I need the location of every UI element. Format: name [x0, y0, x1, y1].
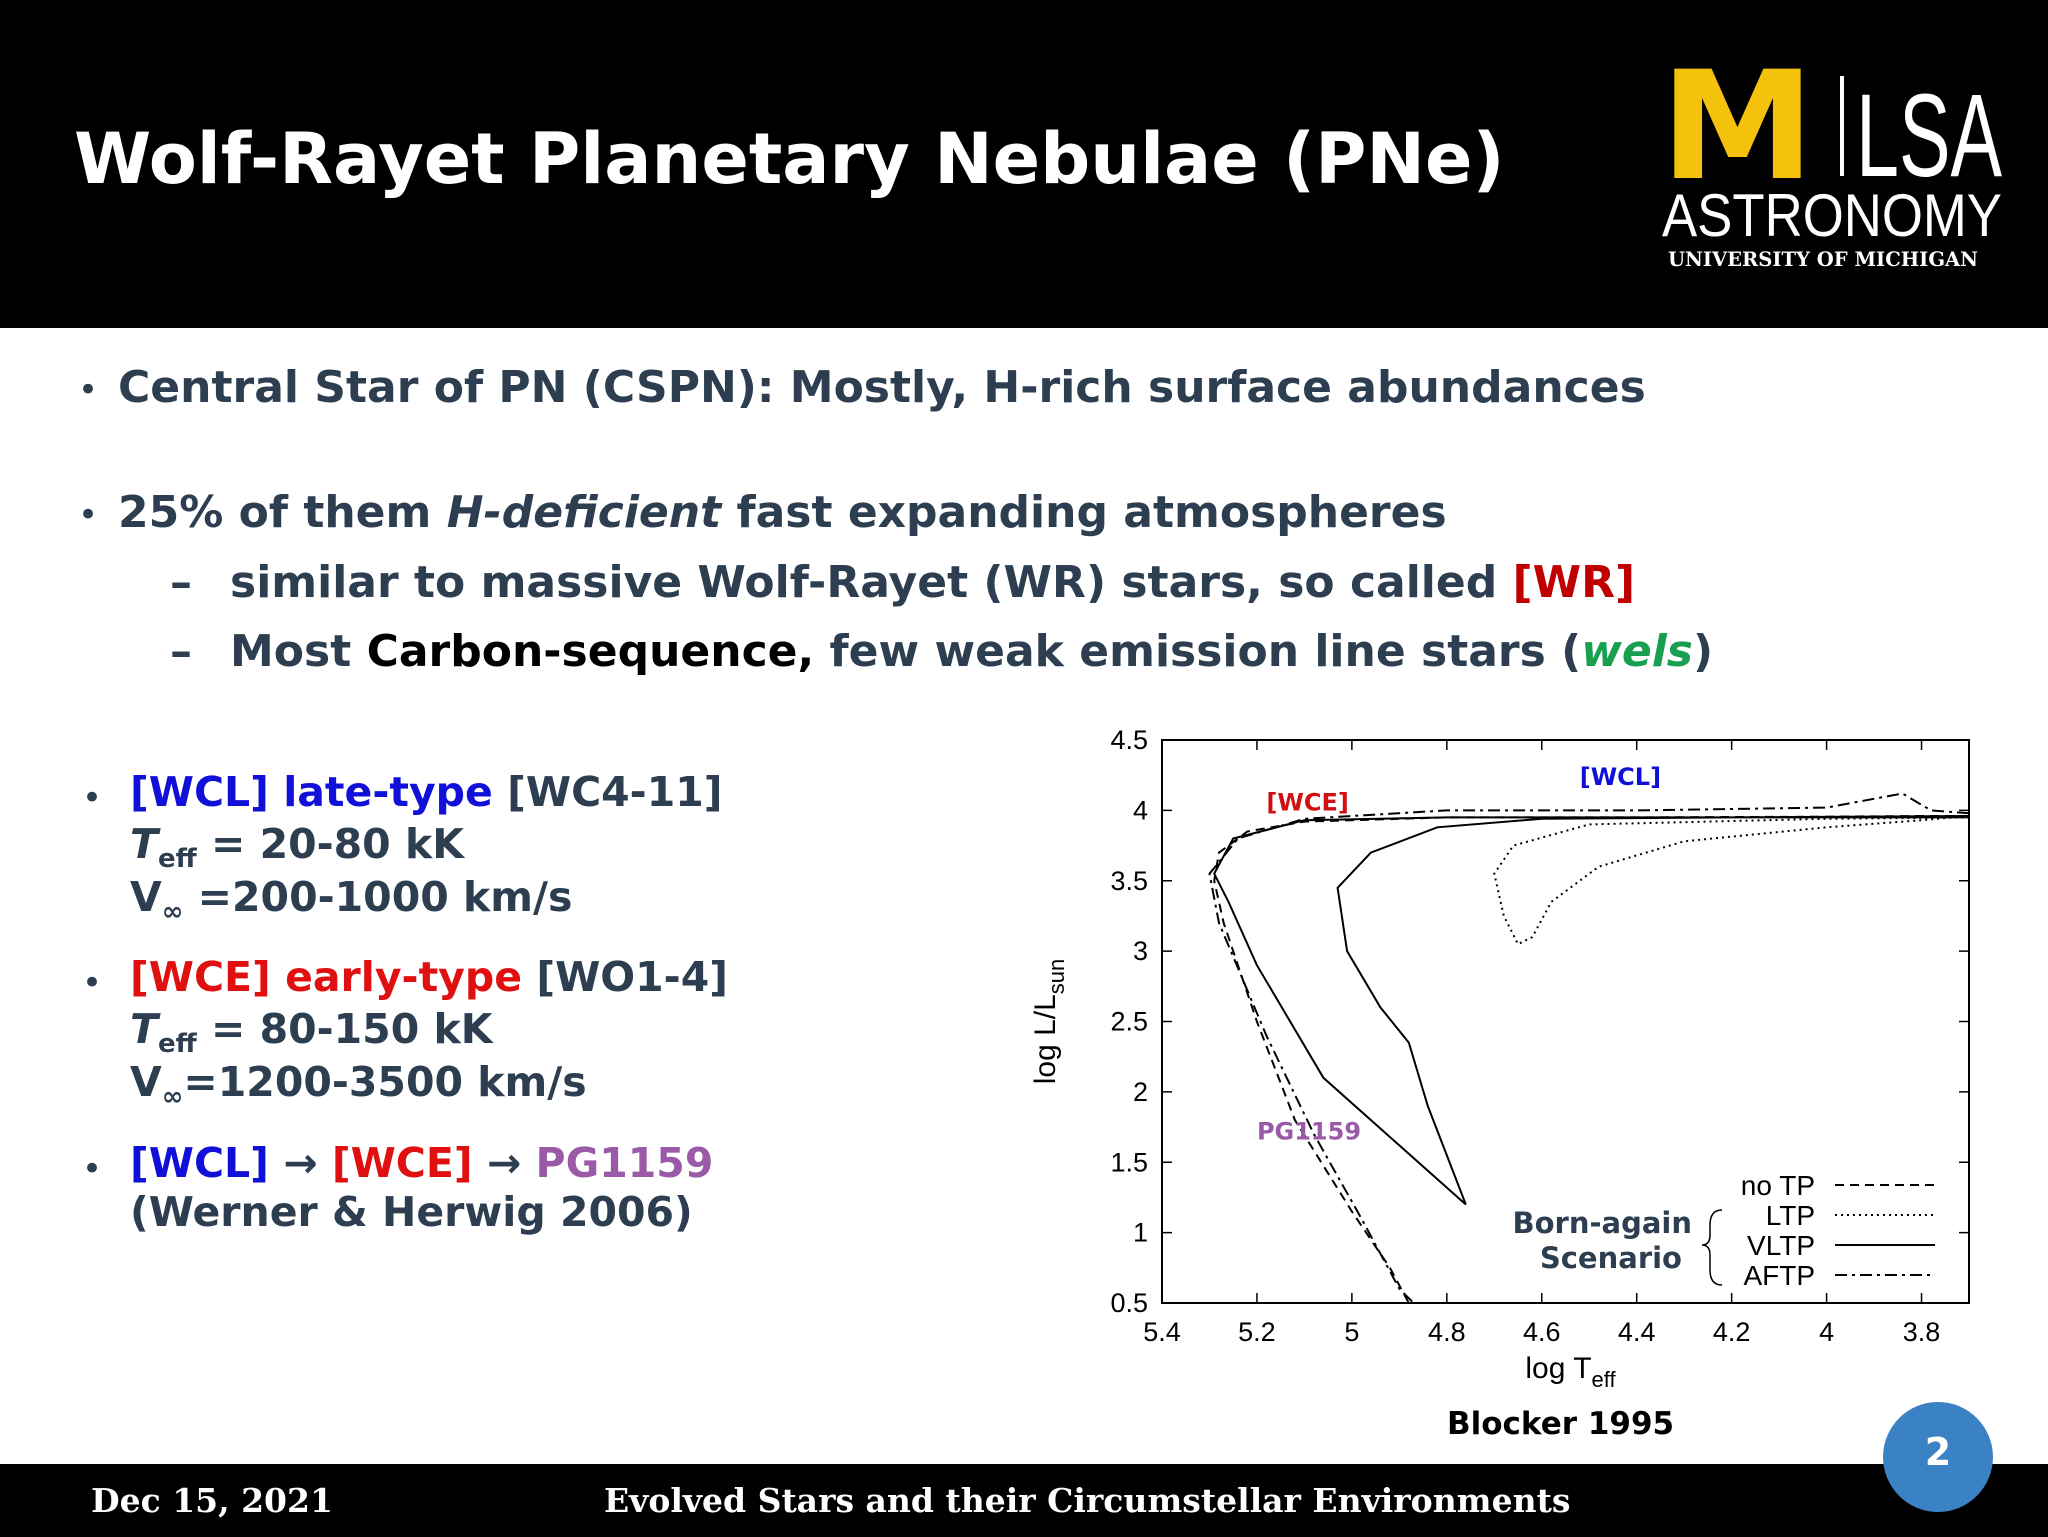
wce-vinf: V∞=1200-3500 km/s — [130, 1058, 587, 1113]
umich-lsa-astronomy-logo: M LSA ASTRONOMY UNIVERSITY OF MICHIGAN — [1660, 68, 2002, 271]
y-tick-label: 1 — [1133, 1218, 1148, 1248]
chart-annotation: [WCL] — [1580, 763, 1661, 791]
series-line-no-tp — [1213, 815, 1969, 1304]
wcl-vinf: V∞ =200-1000 km/s — [130, 873, 573, 928]
sub-bullet-carbon: Most Carbon-sequence, few weak emission … — [230, 626, 1714, 677]
y-tick-label: 1.5 — [1110, 1147, 1148, 1177]
wce-teff: Teff = 80-150 kK — [130, 1005, 493, 1060]
bullet-marker: • — [82, 778, 103, 818]
sub-bullet-wr: similar to massive Wolf-Rayet (WR) stars… — [230, 557, 1636, 608]
x-tick-label: 3.8 — [1903, 1317, 1941, 1347]
legend-group-label: Scenario — [1540, 1241, 1682, 1275]
evolution-reference: (Werner & Herwig 2006) — [130, 1188, 693, 1236]
legend-label: no TP — [1741, 1170, 1815, 1201]
x-tick-label: 4.6 — [1523, 1317, 1561, 1347]
y-tick-label: 3.5 — [1110, 866, 1148, 896]
x-tick-label: 4 — [1819, 1317, 1834, 1347]
chart-annotation: [WCE] — [1266, 788, 1348, 816]
bullet-marker: • — [82, 1149, 103, 1189]
bullet-marker: • — [78, 495, 99, 535]
x-tick-label: 5.4 — [1143, 1317, 1181, 1347]
chart-annotation: PG1159 — [1257, 1118, 1361, 1146]
bullet-h-deficient: 25% of them H-deficient fast expanding a… — [118, 487, 1447, 538]
wcl-heading: [WCL] late-type [WC4-11] — [130, 768, 723, 816]
page-number-badge: 2 — [1883, 1402, 1993, 1512]
footer-date: Dec 15, 2021 — [91, 1481, 333, 1520]
legend-group-label: Born-again — [1513, 1206, 1693, 1240]
slide-header — [0, 0, 2048, 328]
wcl-teff: Teff = 20-80 kK — [130, 820, 465, 875]
legend-brace — [1701, 1209, 1723, 1286]
wce-heading: [WCE] early-type [WO1-4] — [130, 953, 728, 1001]
logo-divider — [1840, 76, 1844, 176]
bullet-cspn: Central Star of PN (CSPN): Mostly, H-ric… — [118, 362, 1646, 413]
logo-lsa: LSA — [1856, 70, 2002, 202]
y-tick-label: 0.5 — [1110, 1288, 1148, 1318]
slide-title: Wolf-Rayet Planetary Nebulae (PNe) — [74, 118, 1505, 200]
evolution-sequence: [WCL] → [WCE] → PG1159 — [130, 1139, 714, 1187]
logo-university: UNIVERSITY OF MICHIGAN — [1668, 247, 1978, 271]
slide-footer — [0, 1464, 2048, 1537]
y-axis-label: log L/Lsun — [1029, 959, 1069, 1085]
figure-caption: Blocker 1995 — [1447, 1406, 1675, 1442]
page-number: 2 — [1924, 1430, 1952, 1474]
bullet-marker: • — [82, 963, 103, 1003]
y-tick-label: 2 — [1133, 1077, 1148, 1107]
x-tick-label: 4.4 — [1618, 1317, 1656, 1347]
x-tick-label: 5.2 — [1238, 1317, 1276, 1347]
y-tick-label: 4 — [1133, 795, 1148, 825]
footer-course-title: Evolved Stars and their Circumstellar En… — [604, 1481, 1571, 1520]
legend-label: VLTP — [1747, 1230, 1815, 1261]
block-m-logo: M — [1660, 68, 1815, 214]
logo-astronomy: ASTRONOMY — [1662, 182, 2002, 249]
x-tick-label: 5 — [1344, 1317, 1359, 1347]
hr-diagram-chart: 5.4 5.2 5 4.8 4.6 4.4 4.2 4 3.8 0.5 1 1.5 2 2.5 3 3.5 4 4… — [1029, 725, 1970, 1392]
legend-label: LTP — [1766, 1200, 1815, 1231]
y-tick-label: 4.5 — [1110, 725, 1148, 755]
bullet-marker: • — [78, 370, 99, 410]
series-line-aftp — [1208, 792, 1970, 1304]
x-tick-label: 4.2 — [1713, 1317, 1751, 1347]
sub-bullet-dash: – — [170, 626, 192, 677]
x-tick-label: 4.8 — [1428, 1317, 1466, 1347]
y-tick-label: 2.5 — [1110, 1007, 1148, 1037]
legend-label: AFTP — [1743, 1260, 1815, 1291]
y-tick-label: 3 — [1133, 936, 1148, 966]
sub-bullet-dash: – — [170, 557, 192, 608]
x-axis-label: log Teff — [1525, 1352, 1616, 1392]
